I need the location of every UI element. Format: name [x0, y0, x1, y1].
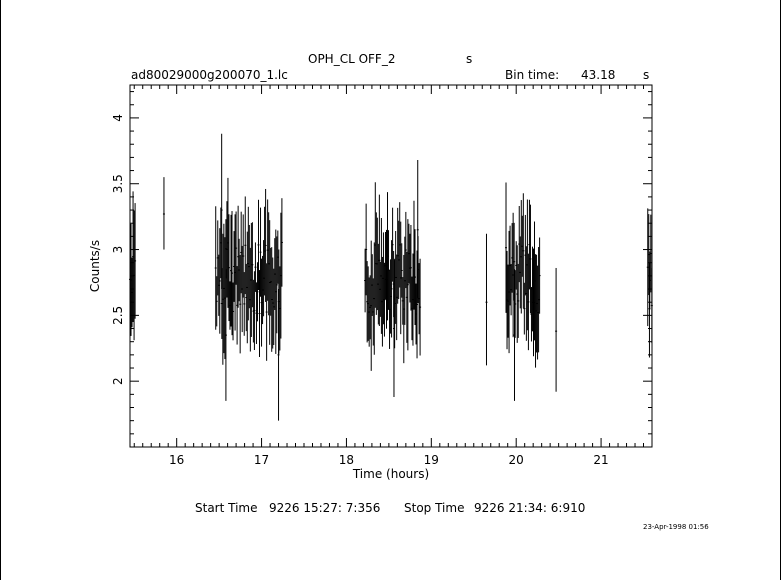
y-tick-label: 2.5 [111, 306, 125, 325]
axis-ticks [130, 85, 653, 448]
x-tick-label: 16 [169, 453, 184, 467]
y-axis-label: Counts/s [88, 240, 102, 292]
x-tick-label: 20 [509, 453, 524, 467]
bin-time-unit: s [643, 68, 650, 82]
y-tick-label: 3 [111, 246, 125, 254]
x-tick-label: 19 [424, 453, 439, 467]
data-points [129, 133, 653, 421]
x-tick-label: 18 [339, 453, 354, 467]
window-edge-left [0, 0, 1, 580]
stop-time-label: Stop Time [404, 501, 465, 515]
object-name: OPH_CL OFF_2 [308, 52, 396, 66]
start-time-label: Start Time [195, 501, 258, 515]
x-tick-label: 17 [254, 453, 269, 467]
y-tick-label: 3.5 [111, 174, 125, 193]
plot-date: 23-Apr-1998 01:56 [643, 523, 709, 531]
y-tick-label: 4 [111, 114, 125, 122]
stop-time-value: 9226 21:34: 6:910 [474, 501, 586, 515]
y-tick-label: 2 [111, 377, 125, 385]
bin-time-value: 43.18 [581, 68, 616, 82]
x-tick-label: 21 [593, 453, 608, 467]
bin-time-label: Bin time: [505, 68, 560, 82]
file-name: ad80029000g200070_1.lc [131, 68, 288, 82]
start-time-value: 9226 15:27: 7:356 [269, 501, 381, 515]
object-unit: s [466, 52, 473, 66]
x-axis-label: Time (hours) [352, 467, 429, 481]
tick-labels: 16 17 18 19 20 21 2 2.5 3 3.5 4 [111, 114, 609, 467]
